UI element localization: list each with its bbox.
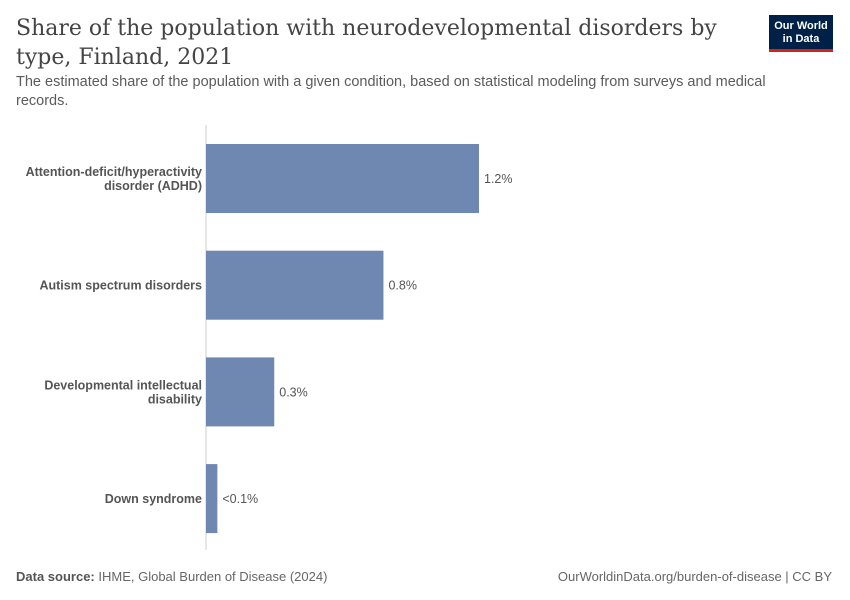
value-label-3: <0.1% bbox=[222, 492, 258, 506]
data-source-text: IHME, Global Burden of Disease (2024) bbox=[98, 569, 328, 584]
data-source-label: Data source: bbox=[16, 569, 95, 584]
bar-0[interactable] bbox=[206, 144, 479, 213]
category-label-3: Down syndrome bbox=[105, 492, 202, 506]
chart-subtitle: The estimated share of the population wi… bbox=[16, 74, 766, 109]
category-label-1: Autism spectrum disorders bbox=[39, 279, 202, 293]
category-label-0: Attention-deficit/hyperactivity disorder … bbox=[26, 165, 202, 193]
owid-logo[interactable]: Our World in Data bbox=[769, 15, 833, 52]
chart-title: Share of the population with neurodevelo… bbox=[16, 16, 717, 70]
value-label-0: 1.2% bbox=[484, 172, 513, 186]
category-label-2: Developmental intellectual disability bbox=[44, 378, 202, 406]
value-label-2: 0.3% bbox=[279, 385, 308, 399]
data-source: Data source: IHME, Global Burden of Dise… bbox=[16, 569, 327, 584]
logo-line-2: in Data bbox=[782, 33, 820, 45]
bar-1[interactable] bbox=[206, 250, 384, 320]
source-url-link[interactable]: OurWorldinData.org/burden-of-disease | C… bbox=[557, 569, 832, 584]
bars-group: 1.2% Attention-deficit/hyperactivity disor… bbox=[26, 144, 513, 534]
bar-2[interactable] bbox=[206, 357, 275, 427]
value-label-1: 0.8% bbox=[388, 279, 417, 293]
bar-3[interactable] bbox=[206, 464, 218, 534]
logo-line-1: Our World bbox=[774, 20, 828, 32]
